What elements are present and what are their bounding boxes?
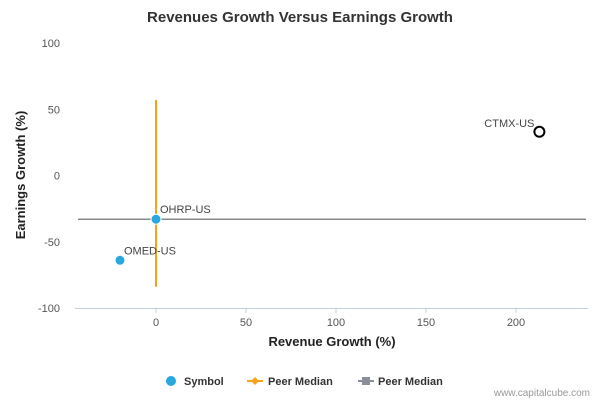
- chart-title: Revenues Growth Versus Earnings Growth: [147, 9, 453, 26]
- legend: Symbol Peer Median Peer Median: [166, 376, 443, 388]
- y-tick-label: -100: [38, 303, 60, 315]
- y-tick-label: -50: [44, 237, 60, 249]
- peer-median-lines: [78, 99, 586, 287]
- x-tick-label: 200: [507, 317, 525, 329]
- legend-square-marker: [362, 377, 370, 385]
- point-label-ctmx-us: CTMX-US: [484, 118, 534, 130]
- y-tick-label: 100: [42, 38, 60, 50]
- data-points: CTMX-US OHRP-US OMED-US: [114, 118, 546, 266]
- y-tick-label: 50: [48, 104, 60, 116]
- y-axis-ticks: 100 50 0 -50 -100: [38, 38, 60, 315]
- x-axis-title: Revenue Growth (%): [268, 334, 395, 349]
- point-label-ohrp-us: OHRP-US: [160, 204, 211, 216]
- point-omed-us[interactable]: [114, 254, 126, 266]
- x-tick-label: 100: [327, 317, 345, 329]
- legend-label: Peer Median: [268, 376, 333, 388]
- legend-label: Symbol: [184, 376, 224, 388]
- x-axis-ticks: 0 50 100 150 200: [153, 308, 525, 329]
- legend-circle-marker: [166, 376, 176, 386]
- point-ctmx-us[interactable]: [533, 125, 546, 138]
- y-axis-title: Earnings Growth (%): [13, 111, 28, 240]
- legend-diamond-marker: [251, 377, 259, 385]
- legend-label: Peer Median: [378, 376, 443, 388]
- y-tick-label: 0: [54, 171, 60, 183]
- point-label-omed-us: OMED-US: [124, 245, 176, 257]
- legend-item[interactable]: Peer Median: [358, 376, 443, 388]
- legend-item[interactable]: Peer Median: [247, 376, 333, 388]
- legend-item[interactable]: Symbol: [166, 376, 224, 388]
- x-tick-label: 150: [417, 317, 435, 329]
- credit-text: www.capitalcube.com: [493, 388, 590, 399]
- x-tick-label: 50: [240, 317, 252, 329]
- point-ohrp-us[interactable]: [150, 213, 162, 225]
- x-tick-label: 0: [153, 317, 159, 329]
